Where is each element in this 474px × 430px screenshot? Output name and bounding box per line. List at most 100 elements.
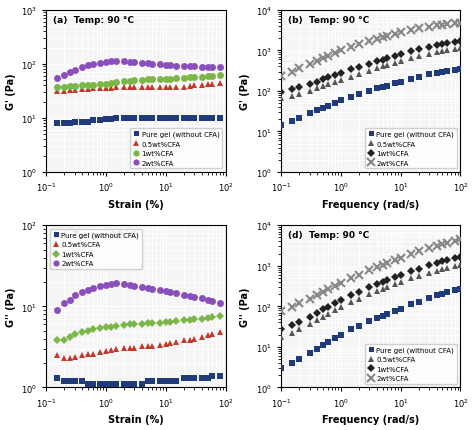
0.5wt%CFA — [121, 86, 127, 91]
Pure gel (without CFA) — [440, 70, 446, 75]
1wt%CFA — [392, 54, 398, 59]
Text: (a)  Temp: 90 °C: (a) Temp: 90 °C — [54, 15, 134, 25]
Pure gel (without CFA) — [191, 376, 197, 381]
1wt%CFA — [90, 327, 96, 332]
Pure gel (without CFA) — [132, 382, 137, 387]
Line: 2wt%CFA: 2wt%CFA — [277, 236, 465, 316]
1wt%CFA — [409, 49, 414, 55]
1wt%CFA — [114, 80, 119, 86]
1wt%CFA — [150, 77, 155, 83]
Pure gel (without CFA) — [452, 69, 457, 74]
1wt%CFA — [61, 337, 67, 342]
0.5wt%CFA — [97, 87, 103, 92]
2wt%CFA — [187, 294, 192, 299]
0.5wt%CFA — [374, 67, 380, 72]
0.5wt%CFA — [409, 56, 414, 61]
Pure gel (without CFA) — [338, 98, 344, 104]
1wt%CFA — [85, 83, 91, 89]
0.5wt%CFA — [103, 86, 109, 91]
1wt%CFA — [366, 285, 372, 290]
2wt%CFA — [181, 292, 187, 298]
Pure gel (without CFA) — [338, 332, 344, 338]
0.5wt%CFA — [325, 312, 330, 317]
Pure gel (without CFA) — [278, 123, 284, 129]
X-axis label: Frequency (rad/s): Frequency (rad/s) — [322, 415, 419, 424]
2wt%CFA — [434, 243, 439, 249]
1wt%CFA — [79, 83, 85, 89]
2wt%CFA — [314, 59, 320, 64]
0.5wt%CFA — [79, 353, 85, 358]
2wt%CFA — [191, 64, 197, 70]
Pure gel (without CFA) — [199, 116, 205, 121]
2wt%CFA — [320, 56, 326, 61]
2wt%CFA — [90, 62, 96, 67]
1wt%CFA — [97, 326, 103, 331]
Legend: Pure gel (without CFA), 0.5wt%CFA, 1wt%CFA, 2wt%CFA: Pure gel (without CFA), 0.5wt%CFA, 1wt%C… — [130, 129, 222, 169]
0.5wt%CFA — [314, 86, 320, 92]
0.5wt%CFA — [67, 88, 73, 93]
1wt%CFA — [127, 322, 133, 327]
Legend: Pure gel (without CFA), 0.5wt%CFA, 1wt%CFA, 2wt%CFA: Pure gel (without CFA), 0.5wt%CFA, 1wt%C… — [365, 344, 457, 384]
2wt%CFA — [85, 63, 91, 68]
1wt%CFA — [72, 84, 78, 89]
1wt%CFA — [332, 301, 338, 306]
1wt%CFA — [332, 73, 338, 78]
Y-axis label: G' (Pa): G' (Pa) — [240, 74, 250, 110]
Pure gel (without CFA) — [452, 288, 457, 293]
2wt%CFA — [205, 65, 210, 70]
0.5wt%CFA — [392, 282, 398, 287]
Pure gel (without CFA) — [127, 382, 133, 387]
0.5wt%CFA — [199, 335, 205, 340]
Pure gel (without CFA) — [145, 378, 151, 384]
0.5wt%CFA — [205, 333, 210, 338]
0.5wt%CFA — [61, 356, 67, 361]
1wt%CFA — [296, 319, 302, 325]
1wt%CFA — [72, 332, 78, 337]
1wt%CFA — [314, 80, 320, 85]
Pure gel (without CFA) — [157, 378, 163, 384]
2wt%CFA — [97, 283, 103, 289]
2wt%CFA — [440, 23, 446, 28]
2wt%CFA — [150, 62, 155, 67]
Pure gel (without CFA) — [67, 121, 73, 126]
2wt%CFA — [366, 39, 372, 44]
Pure gel (without CFA) — [398, 80, 403, 85]
Pure gel (without CFA) — [217, 373, 223, 378]
Pure gel (without CFA) — [181, 376, 187, 381]
0.5wt%CFA — [163, 342, 169, 347]
2wt%CFA — [79, 65, 85, 70]
2wt%CFA — [356, 43, 362, 48]
Y-axis label: G'' (Pa): G'' (Pa) — [240, 287, 250, 326]
1wt%CFA — [191, 75, 197, 80]
Pure gel (without CFA) — [314, 347, 320, 352]
2wt%CFA — [114, 281, 119, 286]
1wt%CFA — [217, 73, 223, 78]
0.5wt%CFA — [452, 264, 457, 269]
0.5wt%CFA — [307, 89, 312, 94]
Pure gel (without CFA) — [307, 351, 312, 356]
Pure gel (without CFA) — [278, 366, 284, 371]
1wt%CFA — [380, 280, 385, 285]
2wt%CFA — [307, 62, 312, 68]
1wt%CFA — [187, 318, 192, 323]
2wt%CFA — [79, 290, 85, 295]
0.5wt%CFA — [338, 305, 344, 310]
1wt%CFA — [307, 314, 312, 319]
1wt%CFA — [289, 87, 294, 92]
0.5wt%CFA — [320, 315, 326, 320]
Pure gel (without CFA) — [296, 116, 302, 121]
0.5wt%CFA — [61, 89, 67, 94]
Pure gel (without CFA) — [168, 116, 173, 121]
Y-axis label: G'' (Pa): G'' (Pa) — [6, 287, 16, 326]
0.5wt%CFA — [217, 330, 223, 335]
1wt%CFA — [348, 68, 354, 73]
Pure gel (without CFA) — [108, 117, 114, 123]
Pure gel (without CFA) — [458, 287, 464, 292]
1wt%CFA — [163, 77, 169, 83]
0.5wt%CFA — [90, 87, 96, 92]
Pure gel (without CFA) — [150, 116, 155, 121]
Pure gel (without CFA) — [173, 378, 179, 384]
Pure gel (without CFA) — [181, 116, 187, 121]
2wt%CFA — [163, 63, 169, 68]
Line: 2wt%CFA: 2wt%CFA — [53, 280, 223, 314]
